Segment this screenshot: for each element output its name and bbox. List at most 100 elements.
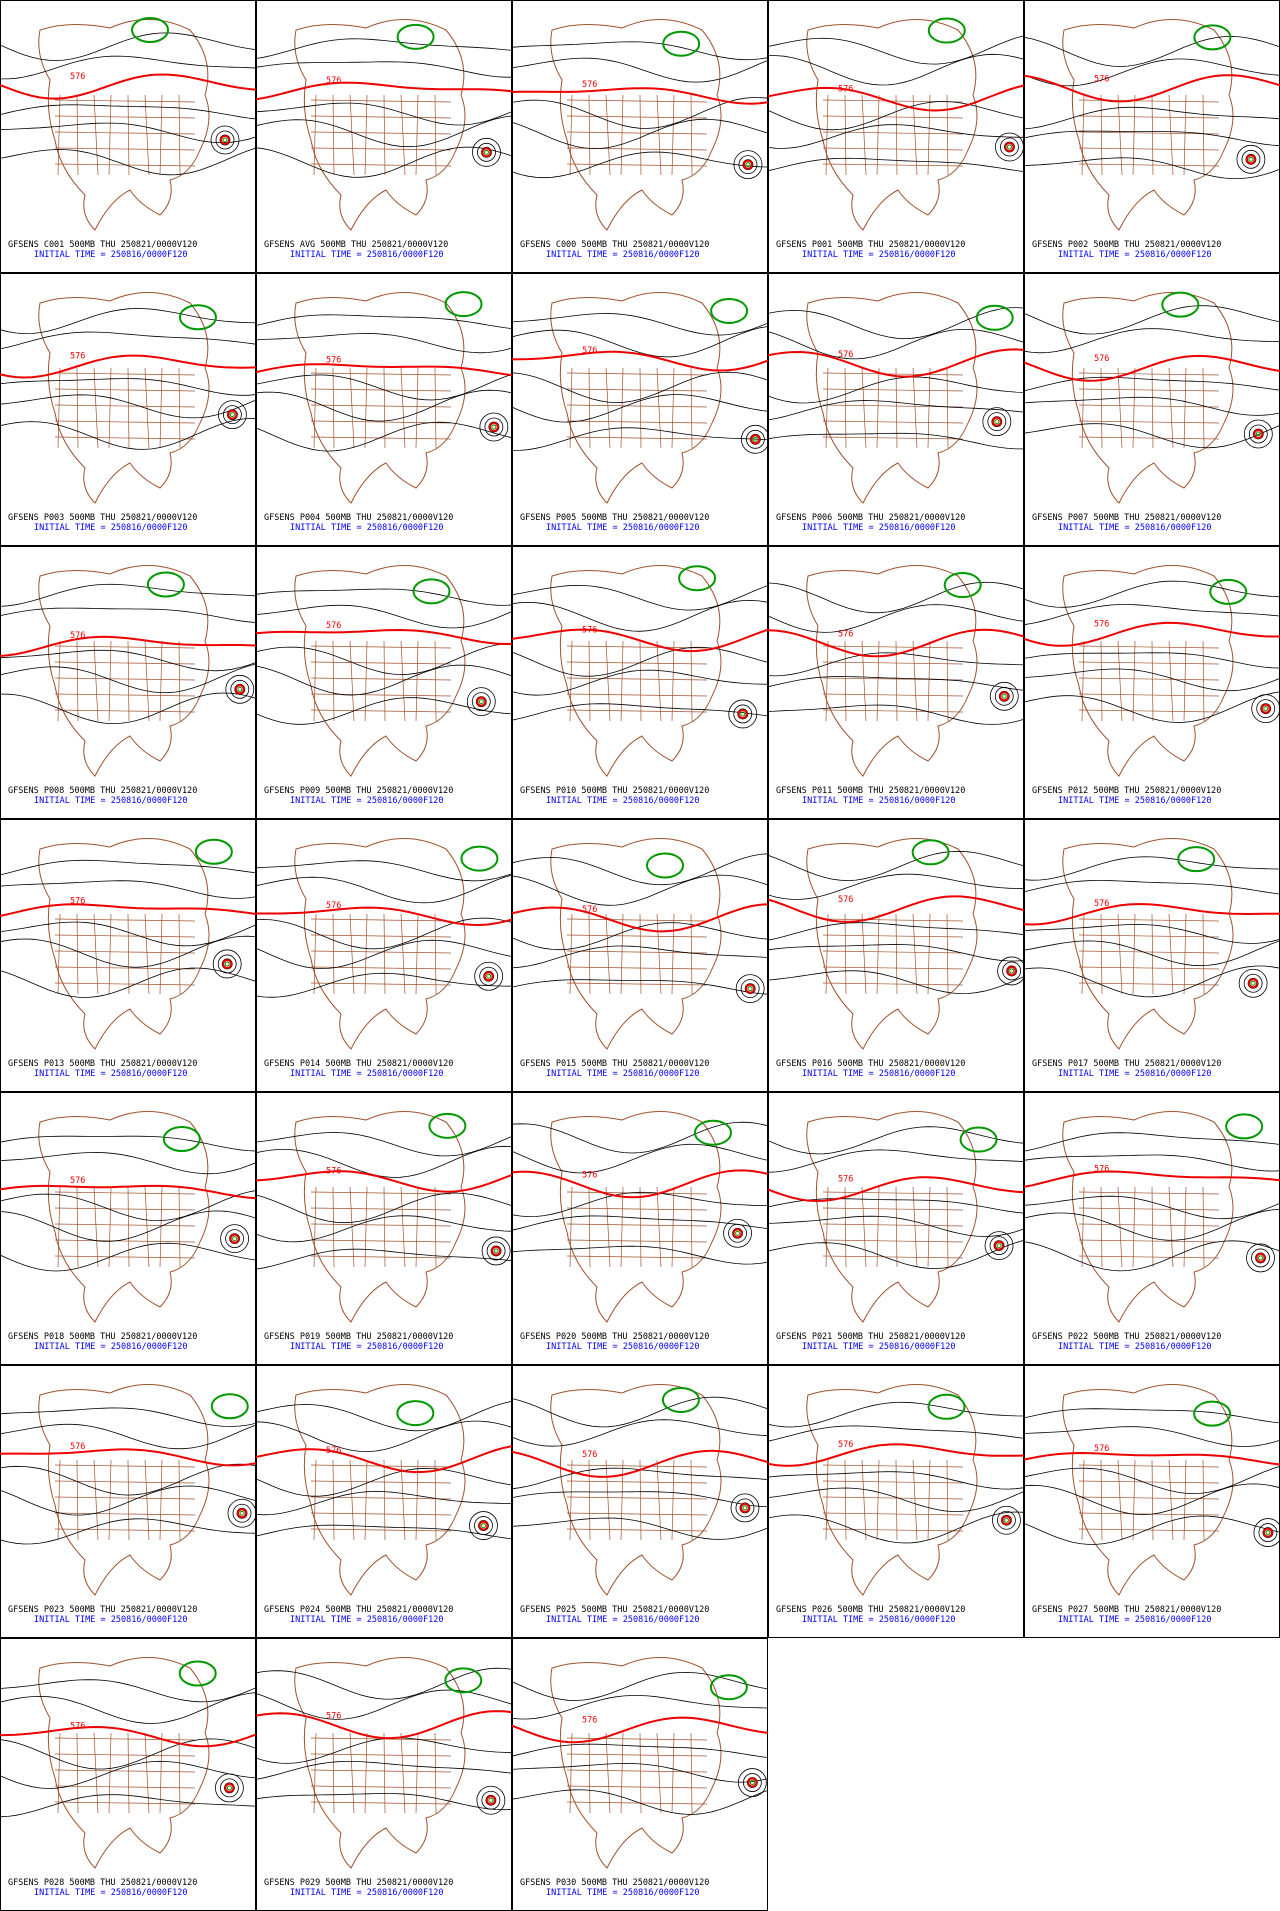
state-line [54,1512,196,1516]
state-line [566,1223,708,1227]
height-contour [767,307,1025,340]
height-contour [255,939,513,970]
contour-label: 576 [838,350,853,360]
height-contour [255,917,513,950]
height-contour [511,394,769,423]
contour-552 [678,565,717,592]
contour-552 [178,304,217,331]
storm-contour [733,704,753,724]
height-contour [511,646,769,677]
contour-552 [1193,1400,1232,1427]
height-contour [511,945,769,969]
state-line [566,163,708,167]
storm-contour [217,400,247,430]
height-contour [1023,1426,1280,1447]
state-line [566,131,708,135]
height-contour [255,1400,513,1432]
storm-contour [232,1503,252,1523]
panel-border [256,0,512,273]
panel-title: GFSENS P004 500MB THU 250821/0000V120 [264,513,453,523]
state-line [144,1186,150,1268]
storm-core [488,421,499,432]
coastline [294,1111,466,1323]
state-line [93,1459,99,1541]
storm-eye [1001,693,1007,699]
panel-title: GFSENS P011 500MB THU 250821/0000V120 [776,786,965,796]
storm-eye [742,1505,748,1511]
contour-label: 576 [838,1175,853,1185]
coastline [1062,565,1234,777]
state-line [54,388,196,392]
state-line [822,1255,964,1259]
height-contour [511,1143,769,1174]
state-line [93,1186,99,1268]
map-panel: 576 GFSENS P028 500MB THU 250821/0000V120… [0,1638,257,1911]
state-line [912,1459,918,1541]
contour-552 [210,1393,249,1420]
state-line [1100,640,1103,722]
state-line [76,94,79,176]
init-time: INITIAL TIME = 250816/0000F120 [546,796,700,806]
panel-border [768,273,1024,546]
state-line [1078,1207,1220,1211]
state-line [93,1732,99,1814]
contour-576 [511,1716,769,1744]
contour-552 [693,1119,732,1146]
state-line [1081,1186,1085,1268]
storm-core [732,1228,743,1239]
panel-title: GFSENS P007 500MB THU 250821/0000V120 [1032,513,1221,523]
state-line [54,1528,196,1532]
height-contour [255,421,513,452]
height-contour [767,1126,1025,1155]
state-line [54,1496,196,1500]
panel-border [256,1365,512,1638]
contour-576 [511,903,769,933]
storm-eye [480,1523,486,1529]
state-line [822,388,964,392]
init-time: INITIAL TIME = 250816/0000F120 [546,1615,700,1625]
height-contour [1023,940,1280,967]
state-line [57,1732,61,1814]
panel-border [1024,819,1280,1092]
contour-576 [1023,621,1280,647]
state-line [895,913,898,995]
storm-core [229,1233,240,1244]
height-contour [511,118,769,150]
contour-label: 576 [1094,354,1109,364]
storm-contour [1251,1248,1270,1268]
contour-576 [255,628,513,646]
coastline [38,1111,210,1323]
state-line [566,1753,708,1757]
init-time: INITIAL TIME = 250816/0000F120 [1058,796,1212,806]
init-time: INITIAL TIME = 250816/0000F120 [802,1069,956,1079]
storm-eye [483,149,489,155]
init-time: INITIAL TIME = 250816/0000F120 [802,1615,956,1625]
state-line [566,1255,708,1259]
init-time: INITIAL TIME = 250816/0000F120 [802,796,956,806]
contour-label: 576 [326,1166,341,1176]
state-line [912,367,918,449]
height-contour [0,308,257,335]
state-line [57,94,61,176]
storm-core [481,147,492,158]
state-line [822,115,964,119]
height-contour [511,1762,769,1783]
storm-contour [215,130,235,150]
state-line [364,913,368,995]
state-line [313,94,317,176]
coastline [806,1111,978,1323]
height-contour [511,1671,769,1701]
contour-label: 576 [582,1450,597,1460]
state-line [588,1186,591,1268]
state-line [383,1186,386,1268]
state-line [639,640,642,722]
state-line [332,367,335,449]
panel-title: GFSENS C000 500MB THU 250821/0000V120 [520,240,709,250]
init-time: INITIAL TIME = 250816/0000F120 [546,523,700,533]
state-line [1117,367,1123,449]
map-panel: 576 GFSENS P029 500MB THU 250821/0000V120… [255,1638,513,1911]
state-line [364,1732,368,1814]
contour-label: 576 [326,76,341,86]
state-line [310,1223,452,1227]
state-line [1078,372,1220,376]
